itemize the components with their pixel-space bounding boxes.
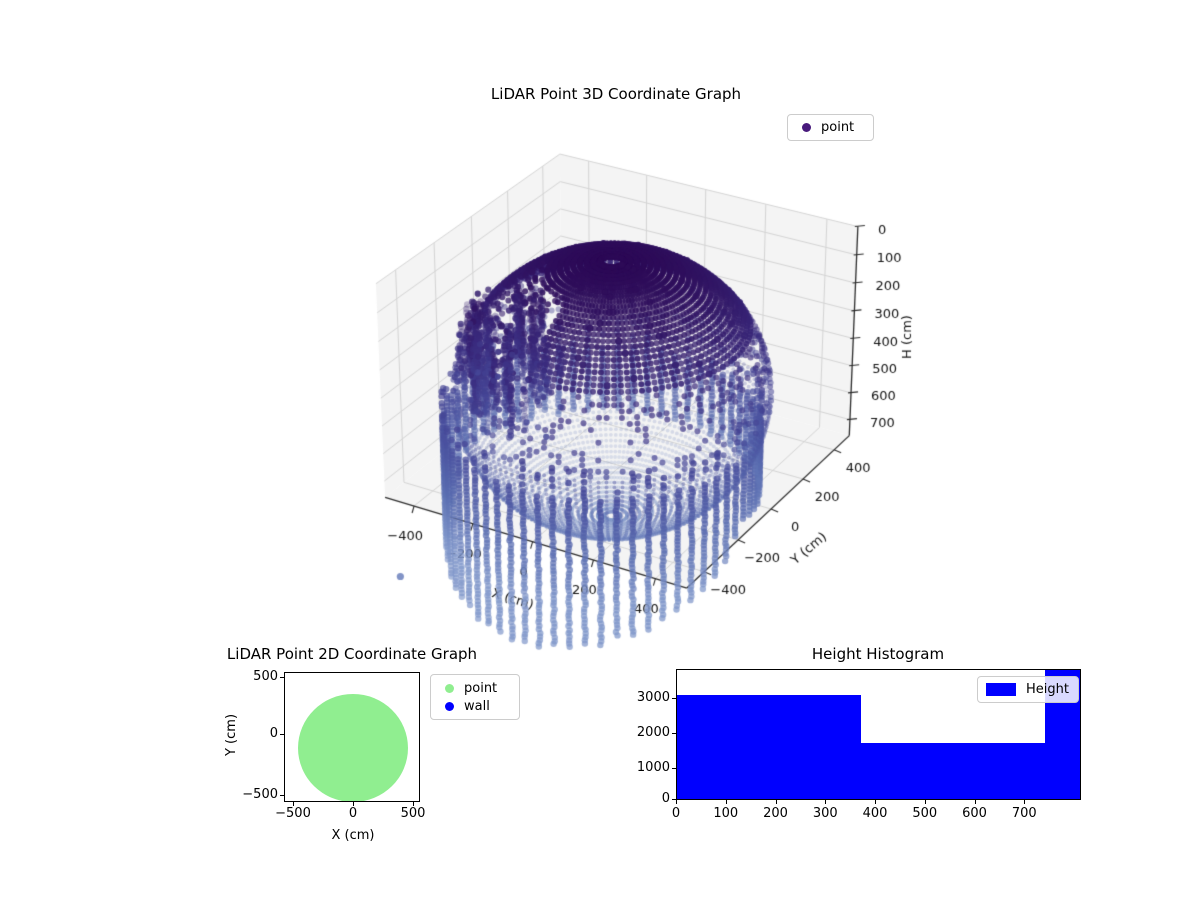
plot2d-legend-item-wall: wall [439, 699, 511, 714]
plot2d-xlabel: X (cm) [331, 828, 375, 843]
histogram-axes [676, 669, 1081, 800]
histogram-xtick-label: 500 [912, 806, 938, 821]
histogram-xtick-label: 100 [713, 806, 739, 821]
plot2d-ylabel: Y (cm) [224, 713, 239, 757]
plot2d-xtick [413, 802, 414, 806]
histogram-xtick-label: 0 [671, 806, 681, 821]
point-marker-icon [445, 683, 454, 693]
histogram-xtick [875, 800, 876, 804]
plot2d-title: LiDAR Point 2D Coordinate Graph [226, 645, 478, 663]
plot2d-ytick [280, 677, 284, 678]
plot2d-legend-label-point: point [464, 680, 498, 696]
plot2d-legend: point wall [430, 674, 520, 720]
histogram-legend-item: Height [986, 682, 1070, 697]
histogram-bar [677, 694, 862, 799]
histogram-ytick-label: 2000 [636, 725, 670, 740]
wall-marker-icon [445, 701, 454, 711]
histogram-xtick-label: 200 [763, 806, 788, 821]
plot2d-legend-item-point: point [439, 681, 511, 696]
plot2d-xtick-label: 0 [348, 806, 358, 821]
histogram-ytick [672, 768, 676, 769]
point-marker-icon [802, 123, 811, 132]
histogram-xtick [924, 800, 926, 804]
histogram-ytick-label: 1000 [636, 760, 670, 775]
plot2d-point-cluster [297, 693, 409, 801]
plot3d-legend-item: point [796, 120, 865, 135]
histogram-ytick [672, 799, 676, 800]
histogram-xtick [725, 800, 727, 804]
plot3d-legend-label: point [821, 120, 855, 135]
height-patch-icon [986, 683, 1016, 696]
histogram-xtick [1024, 800, 1026, 804]
histogram-ytick-label: 3000 [636, 690, 670, 705]
histogram-xtick-label: 700 [1011, 806, 1037, 821]
histogram-xtick [775, 800, 777, 804]
histogram-xtick [825, 800, 827, 804]
plot2d-ytick-label: 500 [253, 669, 278, 684]
histogram-ytick-label: 0 [661, 791, 670, 806]
plot2d-ytick-label: 0 [269, 726, 278, 741]
histogram-bar [861, 742, 1046, 799]
plot2d-legend-label-wall: wall [464, 698, 490, 714]
histogram-legend-label: Height [1026, 682, 1069, 697]
plot2d-xtick [353, 802, 354, 806]
plot3d-title: LiDAR Point 3D Coordinate Graph [490, 85, 742, 103]
plot2d-xtick-label: −500 [275, 806, 311, 821]
histogram-xtick-label: 600 [962, 806, 987, 821]
histogram-xtick [676, 800, 677, 804]
plot2d-axes [284, 672, 420, 802]
histogram-ytick [672, 698, 676, 699]
plot2d-xtick-label: 500 [400, 806, 426, 821]
plot2d-ytick [280, 795, 284, 796]
histogram-legend: Height [977, 676, 1079, 703]
histogram-title: Height Histogram [811, 645, 945, 663]
plot2d-ytick [280, 734, 284, 735]
histogram-ytick [672, 733, 676, 734]
histogram-xtick-label: 300 [812, 806, 838, 821]
plot2d-ytick-label: −500 [242, 787, 278, 802]
plot3d-legend: point [787, 114, 874, 141]
histogram-xtick [974, 800, 976, 804]
plot2d-xtick [293, 802, 294, 806]
histogram-xtick-label: 400 [862, 806, 888, 821]
